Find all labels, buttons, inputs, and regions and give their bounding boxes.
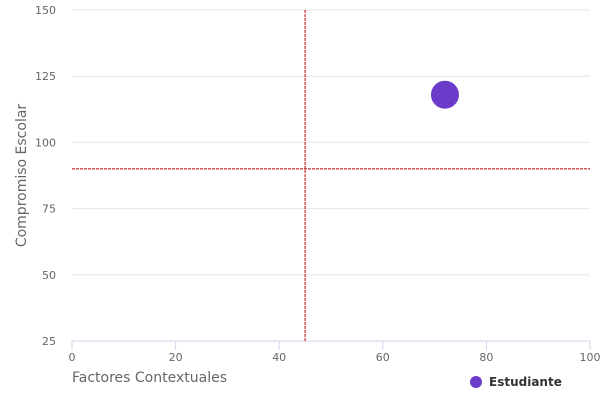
- legend-label: Estudiante: [489, 375, 562, 389]
- data-points: [430, 80, 459, 109]
- y-tick-label: 75: [42, 203, 56, 216]
- y-axis: 25 50 75 100 125 150: [35, 4, 56, 348]
- x-tick-label: 60: [376, 351, 390, 364]
- data-point[interactable]: [430, 80, 459, 109]
- x-tick-label: 40: [272, 351, 286, 364]
- y-axis-title: Compromiso Escolar: [14, 104, 30, 248]
- x-axis: 0 20 40 60 80 100: [69, 340, 600, 364]
- y-tick-label: 125: [35, 70, 56, 83]
- y-tick-label: 50: [42, 269, 56, 282]
- x-axis-title: Factores Contextuales: [72, 370, 227, 386]
- legend[interactable]: Estudiante: [470, 375, 562, 389]
- legend-symbol: [470, 376, 482, 388]
- y-tick-label: 100: [35, 136, 56, 149]
- y-tick-label: 25: [42, 335, 56, 348]
- x-tick-label: 0: [69, 351, 76, 364]
- grid: [72, 9, 590, 342]
- reference-lines: [72, 10, 590, 341]
- x-tick-label: 80: [479, 351, 493, 364]
- y-tick-label: 150: [35, 4, 56, 17]
- x-tick-label: 100: [580, 351, 600, 364]
- x-tick-label: 20: [169, 351, 183, 364]
